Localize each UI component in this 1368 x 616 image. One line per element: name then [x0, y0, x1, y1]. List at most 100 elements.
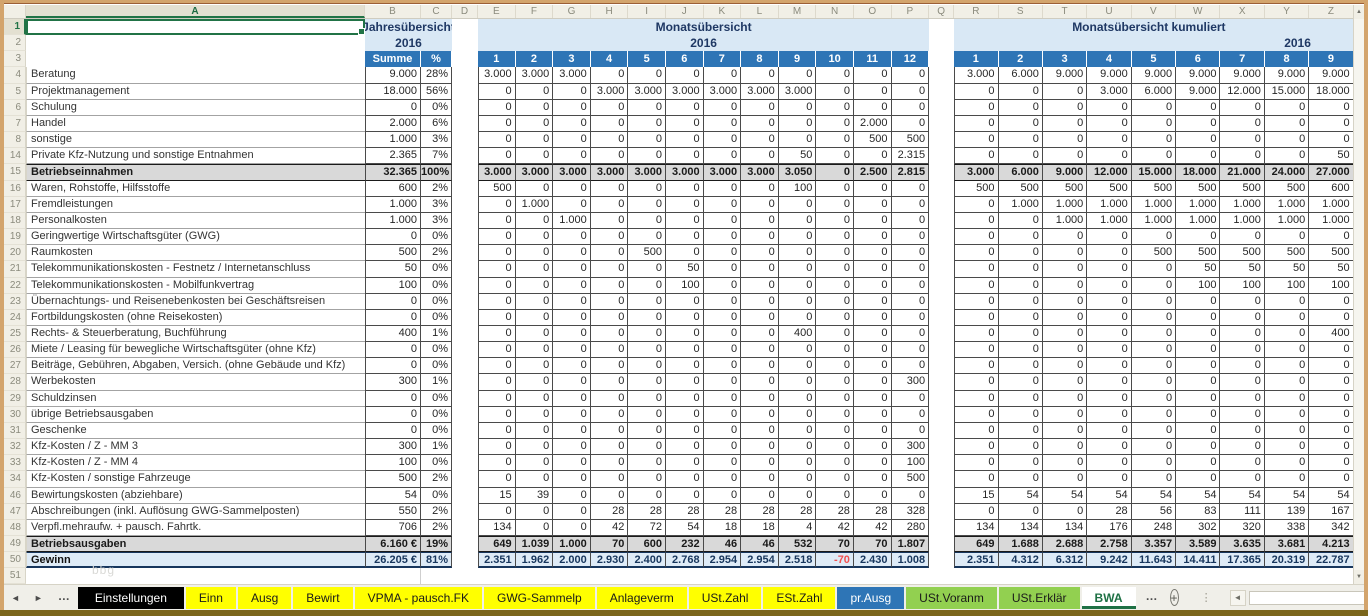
cell-month-11-row-6[interactable]: 0 — [853, 99, 892, 116]
cell-cum-1-row-8[interactable]: 0 — [954, 132, 999, 149]
cell-month-7-row-50[interactable]: 2.954 — [703, 552, 742, 569]
cell-cum-8-row-15[interactable]: 24.000 — [1264, 164, 1310, 181]
cell-month-10-row-15[interactable]: 0 — [816, 164, 854, 181]
cell-month-4-row-19[interactable]: 0 — [590, 229, 629, 246]
cell-month-7-row-8[interactable]: 0 — [703, 132, 742, 149]
cell-cum-1-row-4[interactable]: 3.000 — [954, 67, 999, 84]
cell-cum-1-row-15[interactable]: 3.000 — [954, 164, 999, 181]
cell-month-4-row-24[interactable]: 0 — [590, 309, 629, 326]
cell-cum-7-row-17[interactable]: 1.000 — [1220, 196, 1265, 213]
cell-month-3-row-7[interactable]: 0 — [553, 115, 591, 133]
cell-sum-row-48[interactable]: 706 — [365, 519, 421, 536]
cell-cum-1-row-49[interactable]: 649 — [954, 536, 999, 553]
cell-month-7-row-28[interactable]: 0 — [703, 374, 742, 391]
cell-cum-2-row-29[interactable]: 0 — [998, 390, 1043, 407]
cell-month-3-row-34[interactable]: 0 — [553, 471, 591, 488]
cell-cum-4-row-20[interactable]: 0 — [1087, 245, 1132, 262]
cell-month-12-row-21[interactable]: 0 — [891, 261, 930, 278]
cell-month-1-row-33[interactable]: 0 — [478, 455, 516, 472]
cell-cum-9-row-33[interactable]: 0 — [1309, 455, 1353, 472]
cell-pct-row-18[interactable]: 3% — [421, 212, 452, 230]
cell-cum-4-row-22[interactable]: 0 — [1087, 277, 1132, 294]
cell-sum-row-26[interactable]: 0 — [365, 342, 421, 359]
cell-month-8-row-25[interactable]: 0 — [741, 325, 779, 343]
cell-month-9-row-49[interactable]: 532 — [778, 536, 817, 553]
cell-month-6-row-25[interactable]: 0 — [665, 325, 704, 343]
cell-cum-6-row-33[interactable]: 0 — [1176, 455, 1221, 472]
cell-cum-6-row-32[interactable]: 0 — [1176, 439, 1221, 456]
cell-cum-9-row-26[interactable]: 0 — [1309, 342, 1353, 359]
cell-cum-8-row-47[interactable]: 139 — [1264, 503, 1310, 520]
cell-cum-7-row-4[interactable]: 9.000 — [1220, 67, 1265, 84]
cell-label-row-48[interactable]: Verpfl.mehraufw. + pausch. Fahrtk. — [26, 519, 365, 536]
cell-month-5-row-48[interactable]: 72 — [628, 519, 666, 536]
cell-cum-6-row-25[interactable]: 0 — [1176, 325, 1221, 343]
cell-sum-row-18[interactable]: 1.000 — [365, 212, 421, 230]
cell-month-6-row-23[interactable]: 0 — [665, 293, 704, 310]
cell-month-5-row-6[interactable]: 0 — [628, 99, 666, 116]
cell-label-row-29[interactable]: Schuldzinsen — [26, 390, 365, 407]
cell-month-6-row-30[interactable]: 0 — [665, 406, 704, 423]
cell-month-1-row-15[interactable]: 3.000 — [478, 164, 516, 181]
cell-cum-2-row-18[interactable]: 0 — [998, 212, 1043, 230]
row-header-17[interactable]: 17 — [4, 196, 26, 213]
cell-cum-9-row-24[interactable]: 0 — [1309, 309, 1353, 326]
cell-cum-7-row-47[interactable]: 111 — [1220, 503, 1265, 520]
cell-month-12-row-46[interactable]: 0 — [891, 487, 930, 504]
cell-month-6-row-50[interactable]: 2.768 — [665, 552, 704, 569]
cell-month-1-row-21[interactable]: 0 — [478, 261, 516, 278]
cell-month-6-row-24[interactable]: 0 — [665, 309, 704, 326]
cell-month-8-row-32[interactable]: 0 — [741, 439, 779, 456]
cell-cum-7-row-19[interactable]: 0 — [1220, 229, 1265, 246]
row-header-21[interactable]: 21 — [4, 261, 26, 278]
cell-month-3-row-19[interactable]: 0 — [553, 229, 591, 246]
cell-month-10-row-7[interactable]: 0 — [816, 115, 854, 133]
cell-month-2-row-5[interactable]: 0 — [515, 83, 554, 100]
cell-month-5-row-17[interactable]: 0 — [628, 196, 666, 213]
cell-month-9-row-16[interactable]: 100 — [778, 180, 817, 197]
cell-pct-row-4[interactable]: 28% — [421, 67, 452, 84]
cell-cum-5-row-48[interactable]: 248 — [1131, 519, 1177, 536]
cell-month-7-row-6[interactable]: 0 — [703, 99, 742, 116]
cell-month-2-row-47[interactable]: 0 — [515, 503, 554, 520]
cell-pct-row-47[interactable]: 2% — [421, 503, 452, 520]
cell-month-7-row-30[interactable]: 0 — [703, 406, 742, 423]
row-header-29[interactable]: 29 — [4, 390, 26, 407]
vertical-scroll-track[interactable] — [1354, 19, 1364, 570]
cell-cum-4-row-5[interactable]: 3.000 — [1087, 83, 1132, 100]
cell-month-12-row-33[interactable]: 100 — [891, 455, 930, 472]
cell-month-1-row-32[interactable]: 0 — [478, 439, 516, 456]
cell-month-6-row-6[interactable]: 0 — [665, 99, 704, 116]
cell-month-4-row-29[interactable]: 0 — [590, 390, 629, 407]
cell-cum-3-row-46[interactable]: 54 — [1042, 487, 1088, 504]
cell-month-12-row-17[interactable]: 0 — [891, 196, 930, 213]
cell-month-3-row-30[interactable]: 0 — [553, 406, 591, 423]
cell-cum-7-row-14[interactable]: 0 — [1220, 148, 1265, 165]
cell-month-1-row-5[interactable]: 0 — [478, 83, 516, 100]
column-header-U[interactable]: U — [1087, 5, 1132, 18]
cell-cum-5-row-17[interactable]: 1.000 — [1131, 196, 1177, 213]
cell-pct-row-26[interactable]: 0% — [421, 342, 452, 359]
cell-cum-1-row-32[interactable]: 0 — [954, 439, 999, 456]
cell-cum-9-row-16[interactable]: 600 — [1309, 180, 1353, 197]
cell-month-2-row-29[interactable]: 0 — [515, 390, 554, 407]
cell-label-row-17[interactable]: Fremdleistungen — [26, 196, 365, 213]
cell-month-7-row-32[interactable]: 0 — [703, 439, 742, 456]
cell-month-7-row-48[interactable]: 18 — [703, 519, 742, 536]
cell-month-8-row-47[interactable]: 28 — [741, 503, 779, 520]
cell-month-5-row-28[interactable]: 0 — [628, 374, 666, 391]
cell-cum-4-row-33[interactable]: 0 — [1087, 455, 1132, 472]
cell-cum-8-row-34[interactable]: 0 — [1264, 471, 1310, 488]
cell-month-5-row-18[interactable]: 0 — [628, 212, 666, 230]
cell-sum-row-5[interactable]: 18.000 — [365, 83, 421, 100]
cell-label-row-5[interactable]: Projektmanagement — [26, 83, 365, 100]
cell-month-4-row-30[interactable]: 0 — [590, 406, 629, 423]
cell-cum-2-row-16[interactable]: 500 — [998, 180, 1043, 197]
cell-month-12-row-30[interactable]: 0 — [891, 406, 930, 423]
cell-label-row-21[interactable]: Telekommunikationskosten - Festnetz / In… — [26, 261, 365, 278]
cell-cum-8-row-27[interactable]: 0 — [1264, 358, 1310, 375]
cell-month-9-row-23[interactable]: 0 — [778, 293, 817, 310]
cell-month-12-row-34[interactable]: 500 — [891, 471, 930, 488]
cell-month-8-row-24[interactable]: 0 — [741, 309, 779, 326]
cell-cum-9-row-18[interactable]: 1.000 — [1309, 212, 1353, 230]
